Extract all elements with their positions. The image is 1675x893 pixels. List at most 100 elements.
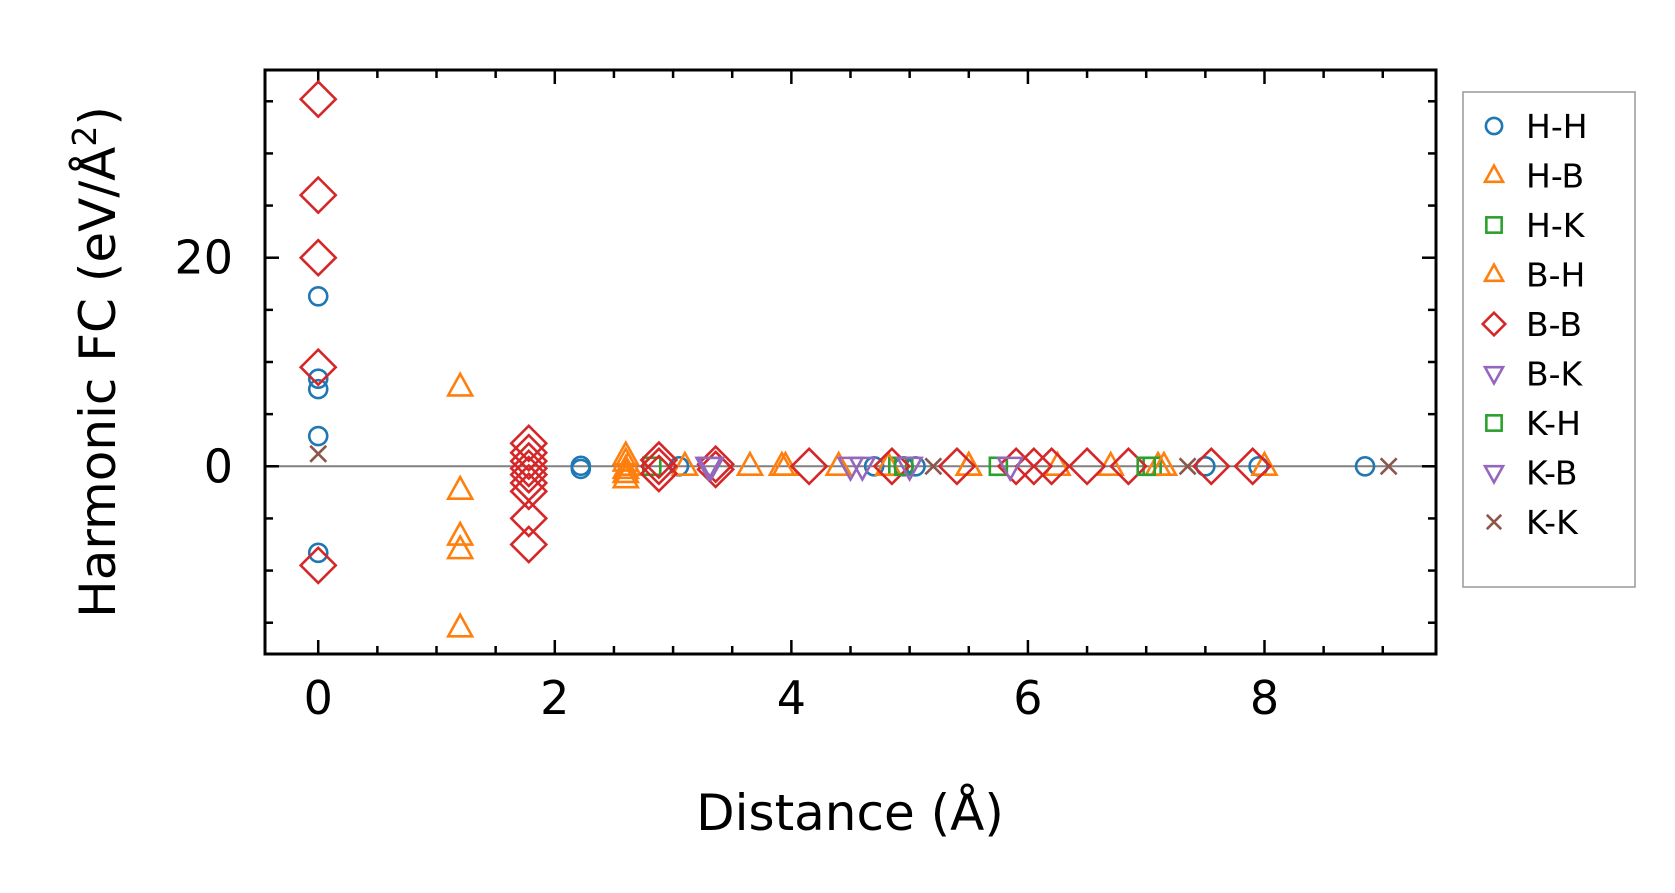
- y-tick-label: 20: [174, 231, 233, 285]
- data-point: [309, 444, 328, 463]
- data-point: [670, 450, 700, 476]
- plot-frame: [263, 68, 1438, 656]
- axis-ticks: 0 2 4 6 8 0 20: [174, 70, 1436, 725]
- data-point: [1136, 456, 1157, 477]
- data-point: [639, 454, 679, 493]
- x-tick-label: 4: [777, 671, 806, 725]
- legend-label: B-H: [1526, 256, 1585, 295]
- series-b-b: [298, 79, 1273, 585]
- data-point: [445, 533, 475, 560]
- data-point: [937, 446, 977, 486]
- legend: H-H H-B H-K B-H B-B B-K K-H K-B K-K: [1462, 91, 1636, 588]
- data-point: [848, 456, 877, 483]
- data-point: [445, 474, 475, 500]
- data-point: [307, 425, 329, 447]
- data-point: [1096, 450, 1125, 476]
- legend-entry: K-B: [1482, 454, 1578, 493]
- data-point: [298, 546, 338, 585]
- legend-entry: B-H: [1482, 256, 1585, 295]
- legend-label: H-K: [1526, 206, 1586, 245]
- legend-entry: H-H: [1484, 107, 1588, 146]
- data-point: [696, 450, 735, 489]
- series-h-h: [307, 285, 1376, 564]
- data-point: [995, 456, 1025, 483]
- legend-label: K-H: [1526, 404, 1581, 443]
- data-point: [509, 455, 549, 494]
- y-axis-title: Harmonic FC (eV/Å2): [65, 106, 128, 618]
- data-point: [613, 450, 643, 476]
- x-tick-label: 0: [304, 671, 333, 725]
- data-point: [509, 433, 549, 473]
- data-point: [1149, 450, 1179, 476]
- legend-label: B-K: [1526, 355, 1584, 394]
- data-point: [789, 446, 829, 486]
- legend-marker: [1480, 310, 1508, 338]
- data-point: [509, 499, 549, 538]
- data-point: [895, 456, 924, 483]
- data-point: [639, 440, 679, 480]
- data-point: [735, 450, 765, 476]
- data-point: [307, 542, 329, 564]
- data-point: [509, 424, 549, 463]
- data-point: [1250, 450, 1279, 476]
- legend-label: B-B: [1526, 305, 1582, 344]
- data-point: [445, 371, 475, 397]
- data-point: [298, 175, 338, 215]
- data-point: [570, 458, 592, 480]
- data-points: [298, 79, 1398, 638]
- legend-entry: B-B: [1480, 305, 1582, 344]
- data-point: [641, 456, 662, 477]
- legend-marker: [1485, 414, 1503, 432]
- legend-marker: [1482, 261, 1506, 283]
- legend-entry: B-K: [1482, 355, 1584, 394]
- data-point: [1109, 446, 1148, 486]
- data-point: [611, 462, 640, 489]
- data-point: [1195, 455, 1216, 477]
- data-point: [509, 471, 549, 511]
- data-point: [924, 457, 943, 476]
- data-point: [611, 457, 640, 484]
- data-point: [1191, 446, 1231, 486]
- data-point: [509, 441, 549, 481]
- data-point: [1032, 446, 1071, 486]
- data-point: [298, 79, 338, 119]
- y-tick-label: 0: [204, 439, 233, 493]
- data-point: [824, 450, 853, 476]
- legend-entry: K-H: [1485, 404, 1581, 443]
- data-point: [954, 450, 983, 476]
- data-point: [872, 446, 912, 486]
- data-point: [1067, 446, 1107, 486]
- legend-label: K-K: [1526, 503, 1579, 542]
- legend-marker: [1482, 162, 1506, 184]
- series-b-h: [613, 450, 1179, 476]
- data-point: [509, 449, 549, 488]
- data-point: [307, 378, 329, 400]
- data-point: [1043, 450, 1072, 476]
- data-point: [298, 238, 338, 278]
- legend-label: H-B: [1526, 157, 1584, 196]
- data-point: [1178, 457, 1197, 476]
- data-point: [509, 525, 549, 564]
- data-point: [639, 446, 679, 486]
- data-point: [445, 612, 475, 638]
- series-k-k: [309, 444, 1398, 476]
- data-point: [445, 520, 475, 546]
- x-tick-label: 2: [540, 671, 569, 725]
- data-point: [1354, 455, 1376, 477]
- data-point: [767, 450, 797, 476]
- legend-entry: K-K: [1485, 503, 1579, 542]
- data-point: [996, 446, 1036, 486]
- series-k-b: [694, 456, 924, 483]
- data-point: [298, 347, 338, 387]
- x-tick-label: 6: [1013, 671, 1042, 725]
- legend-entry: H-B: [1482, 157, 1584, 196]
- data-point: [1379, 457, 1398, 476]
- x-tick-label: 8: [1250, 671, 1279, 725]
- data-point: [307, 368, 329, 389]
- legend-marker: [1485, 513, 1503, 531]
- data-point: [307, 285, 329, 307]
- series-h-b: [445, 371, 1279, 638]
- legend-box: [1462, 91, 1636, 588]
- x-axis-title: Distance (Å): [696, 784, 1004, 842]
